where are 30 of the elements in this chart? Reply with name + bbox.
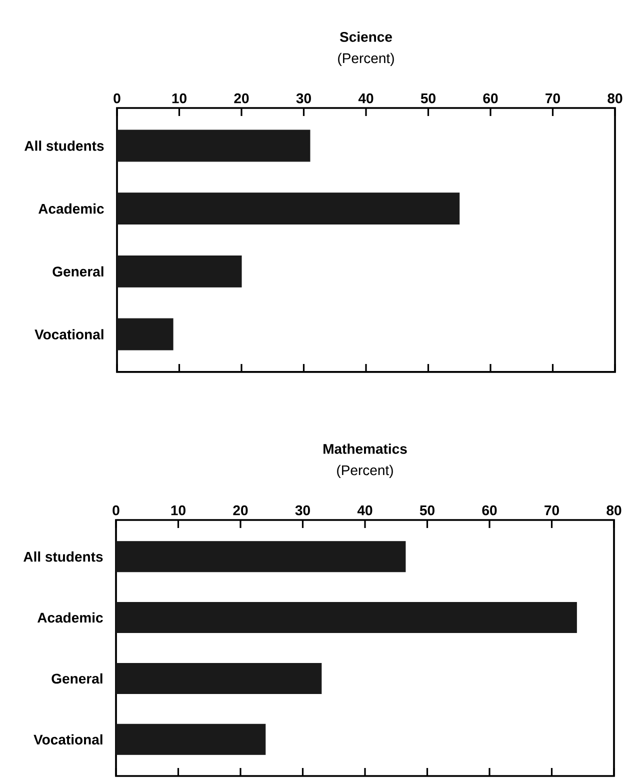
y-tick-label: All students	[24, 140, 104, 151]
y-tick-label: Academic	[38, 612, 103, 623]
y-tick-label: Vocational	[34, 329, 104, 340]
x-tick-label: 50	[420, 505, 434, 516]
x-tick-label: 50	[420, 93, 436, 104]
x-tick-label: 70	[546, 93, 560, 104]
x-tick-label: 80	[606, 505, 622, 516]
x-tick-label: 40	[358, 93, 374, 104]
chart-subtitle: (Percent)	[337, 464, 393, 478]
y-tick-label: Vocational	[34, 734, 102, 745]
x-tick-label: 30	[295, 505, 310, 516]
x-tick-label: 10	[172, 93, 186, 104]
x-tick-label: 20	[233, 505, 248, 516]
chart-subtitle: (Percent)	[338, 52, 394, 66]
x-tick-label: 0	[112, 505, 120, 516]
x-tick-label: 10	[171, 505, 186, 516]
chart-title: Mathematics	[324, 444, 407, 454]
x-tick-label: 60	[483, 93, 498, 104]
x-tick-label: 20	[234, 93, 249, 104]
chart-title: Science	[340, 32, 392, 42]
x-tick-label: 60	[482, 505, 497, 516]
y-tick-label: All students	[24, 551, 103, 562]
x-tick-label: 40	[357, 505, 372, 516]
x-tick-label: 0	[114, 93, 120, 104]
y-tick-label: Academic	[38, 203, 104, 214]
x-tick-label: 30	[296, 93, 311, 104]
y-tick-label: General	[52, 673, 102, 684]
y-tick-label: General	[52, 266, 104, 277]
x-tick-label: 80	[608, 93, 622, 104]
x-tick-label: 70	[544, 505, 559, 516]
